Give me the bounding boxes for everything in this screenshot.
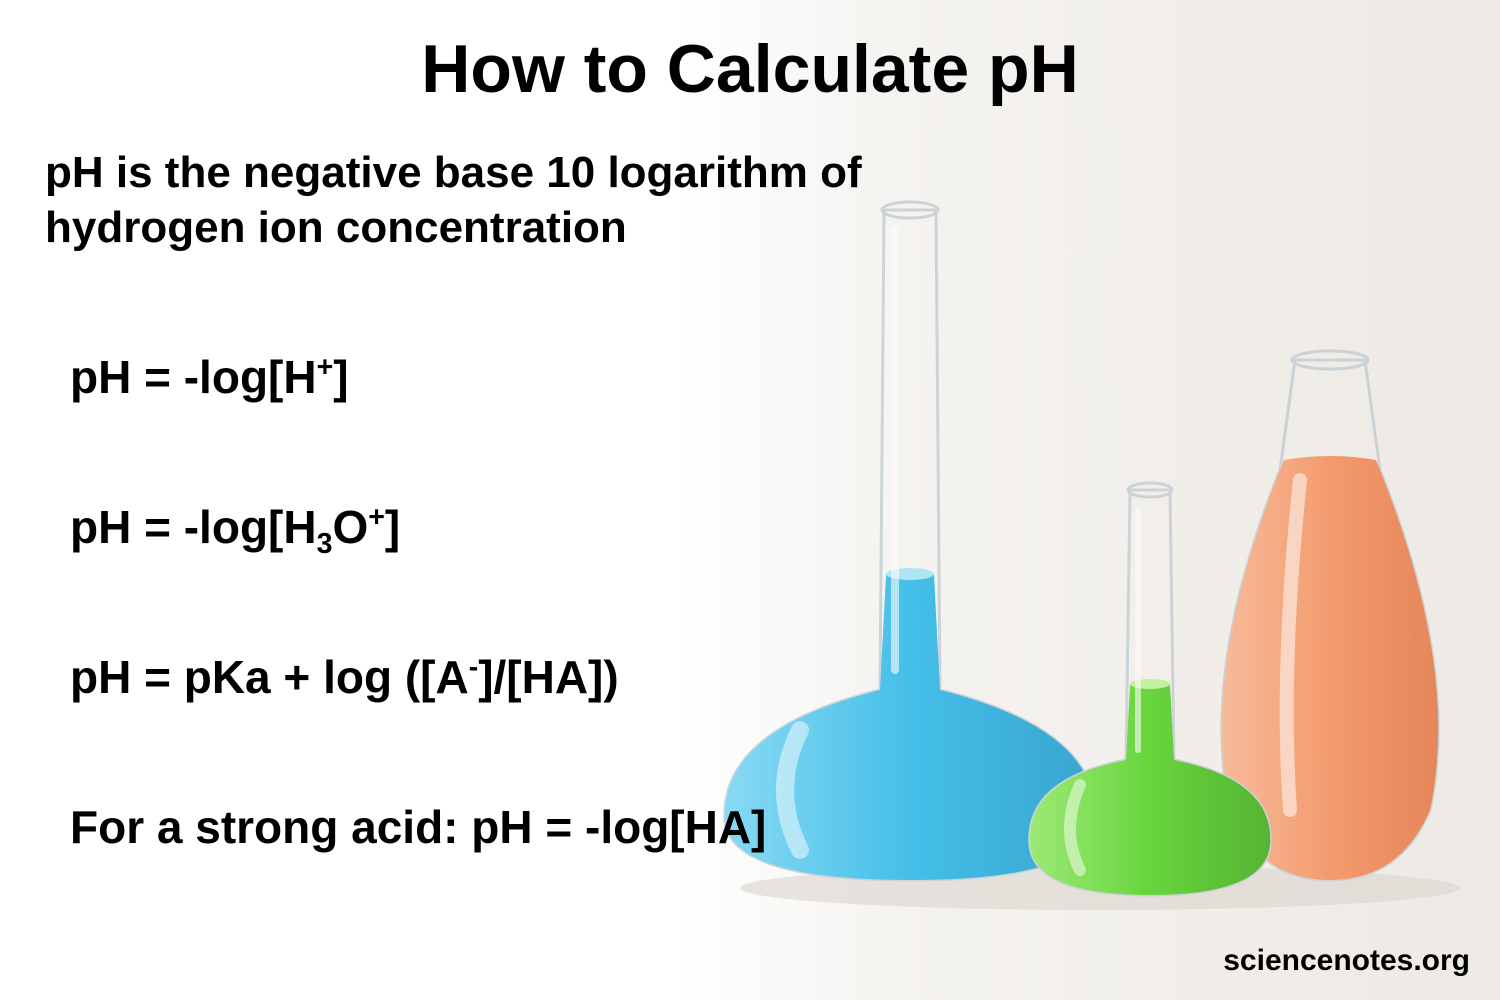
attribution-text: sciencenotes.org: [1223, 944, 1470, 978]
formula-3: pH = pKa + log ([A-]/[HA]): [70, 650, 619, 704]
subtitle-text: pH is the negative base 10 logarithm of …: [45, 145, 995, 255]
flasks-illustration: [680, 170, 1460, 910]
formula-1: pH = -log[H+]: [70, 350, 349, 404]
formula-4: For a strong acid: pH = -log[HA]: [70, 800, 766, 854]
blue-flask: [725, 202, 1095, 880]
page-title: How to Calculate pH: [0, 30, 1500, 108]
formula-2: pH = -log[H3O+]: [70, 500, 400, 554]
infographic-page: How to Calculate pH pH is the negative b…: [0, 0, 1500, 1000]
